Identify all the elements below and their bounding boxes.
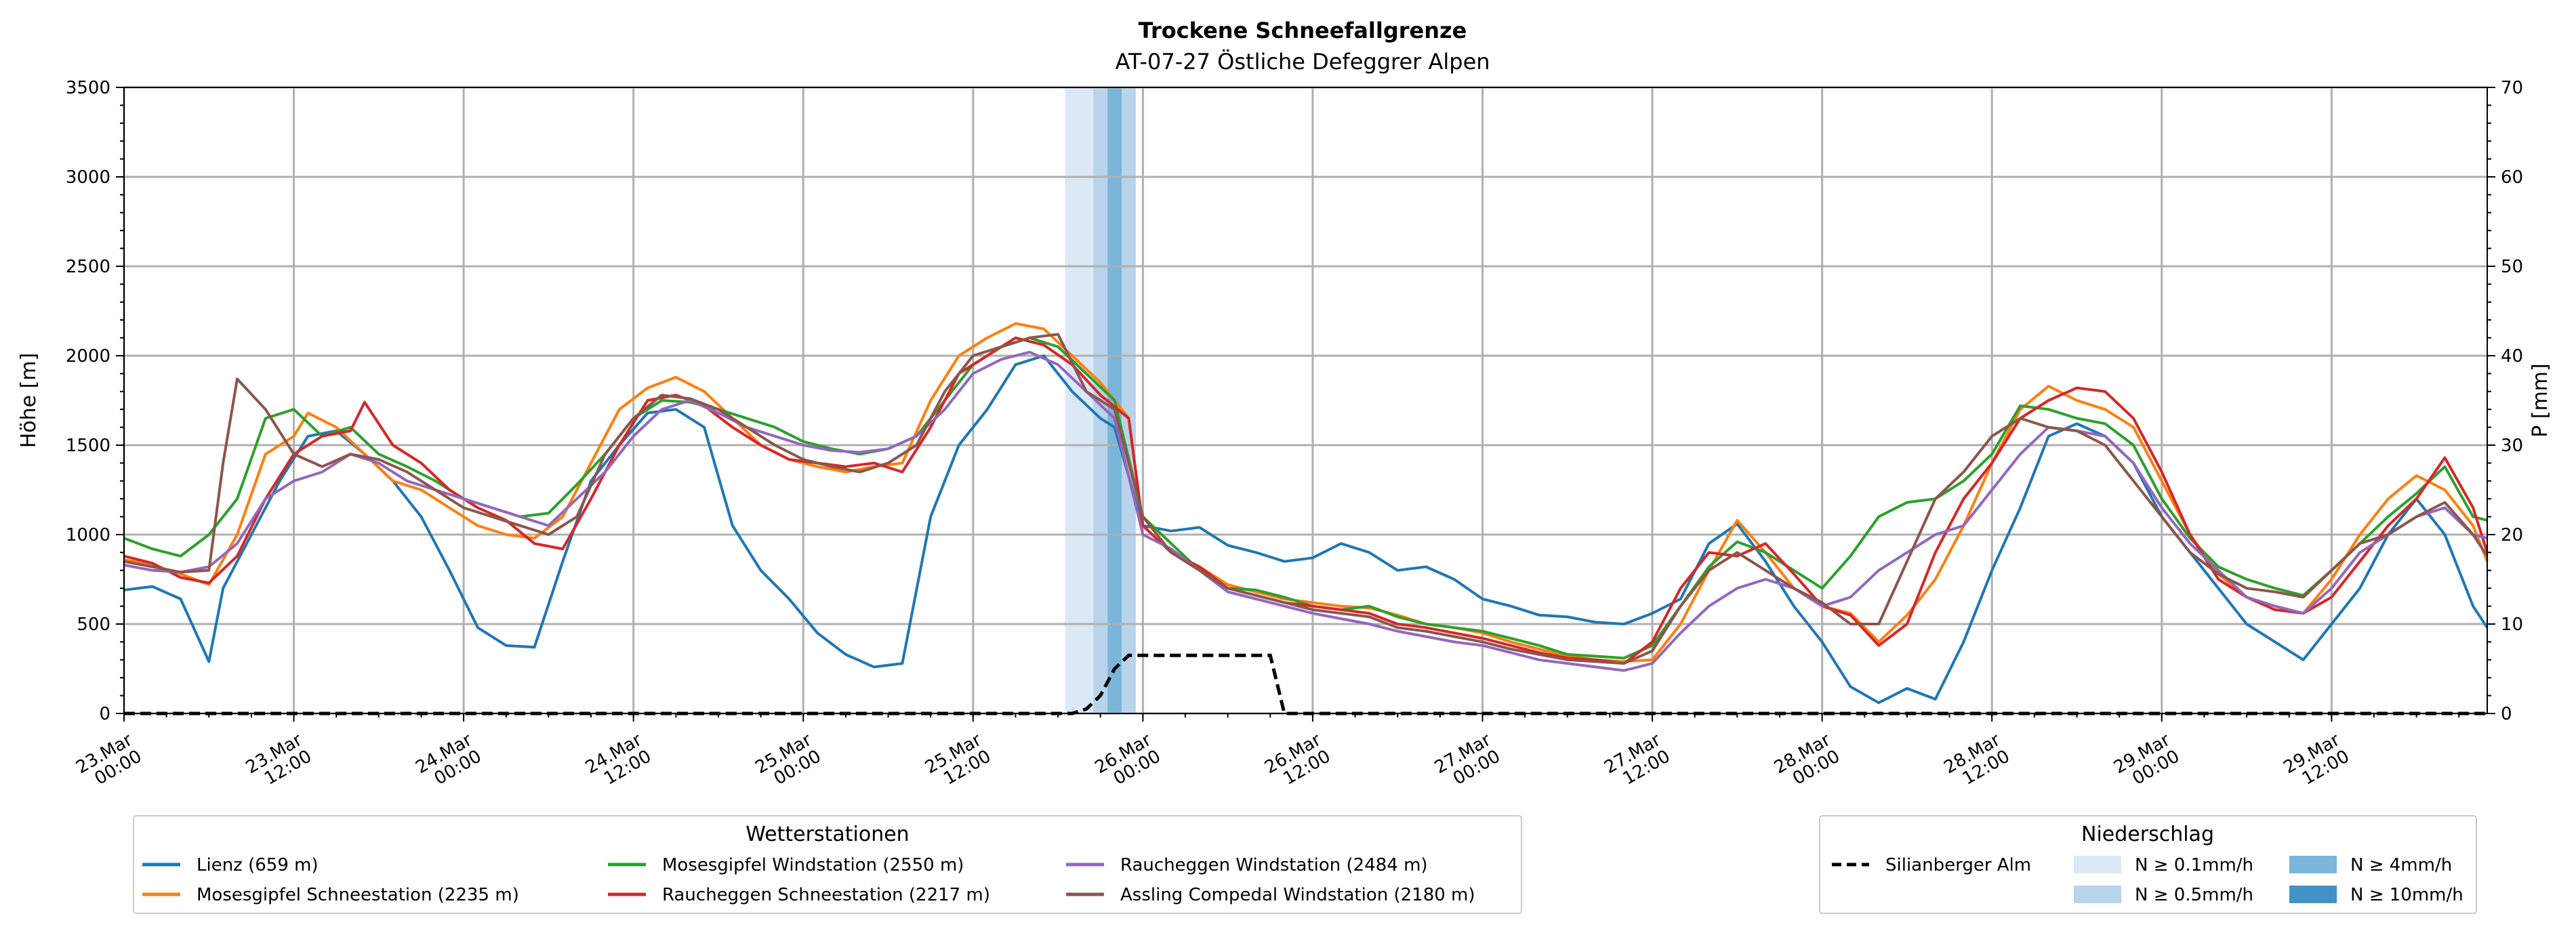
legend-precip-swatch-2 — [2289, 856, 2337, 873]
y-tick-label-2: 1000 — [66, 525, 110, 545]
x-tick-label-4: 25.Mar00:00 — [752, 730, 825, 795]
legend-precip-swatch-0 — [2074, 856, 2121, 873]
y-tick-label-5: 2500 — [66, 257, 110, 277]
y-tick-label-0: 0 — [99, 704, 110, 724]
legend-precip-label-2: N ≥ 4mm/h — [2350, 855, 2452, 875]
legend-precip-line-label: Silianberger Alm — [1885, 855, 2031, 875]
series-line-0 — [123, 354, 2489, 705]
series-lines — [123, 322, 2489, 705]
y-tick-label-4: 2000 — [66, 346, 110, 367]
precipitation-line-layer — [124, 653, 2487, 716]
legend-stations-items: Lienz (659 m) Mosesgipfel Schneestation (… — [142, 855, 1475, 905]
x-tick-label-9: 27.Mar12:00 — [1601, 730, 1674, 795]
legend-station-label-0: Lienz (659 m) — [197, 855, 319, 875]
legend-station-label-3: Raucheggen Schneestation (2217 m) — [662, 885, 990, 905]
x-tick-label-13: 29.Mar12:00 — [2281, 730, 2354, 795]
x-axis: 23.Mar00:00 23.Mar12:00 24.Mar00:00 24.Mar1… — [73, 713, 2460, 795]
legend-stations: Wetterstationen Lienz (659 m) Mosesgipfel… — [133, 815, 1522, 914]
precip-band-3 — [1122, 87, 1136, 713]
y-axis-right: 0 10 20 30 40 50 60 70 — [2487, 78, 2523, 724]
x-tick-label-3: 24.Mar12:00 — [582, 730, 655, 795]
precipitation-line — [124, 653, 2487, 716]
series-line-4 — [123, 350, 2488, 672]
y-tick-label-6: 3000 — [66, 167, 110, 188]
y-tick-label-3: 1500 — [66, 436, 110, 456]
legend-precip-swatch-1 — [2074, 886, 2121, 903]
plot-frame — [123, 87, 2488, 714]
x-tick-label-8: 27.Mar00:00 — [1431, 730, 1505, 795]
legend-precipitation: Niederschlag Silianberger Alm N ≥ 0.1mm/… — [1819, 815, 2477, 914]
y-right-tick-label-1: 10 — [2501, 615, 2523, 635]
chart-subtitle: AT-07-27 Östliche Defeggrer Alpen — [1115, 49, 1490, 75]
y-right-tick-label-5: 50 — [2501, 257, 2523, 277]
y-right-tick-label-6: 60 — [2501, 167, 2523, 188]
x-tick-label-10: 28.Mar00:00 — [1771, 730, 1844, 795]
legend-station-label-5: Assling Compedal Windstation (2180 m) — [1120, 885, 1475, 905]
y-right-tick-label-7: 70 — [2501, 78, 2523, 98]
precip-band-0 — [1065, 87, 1094, 713]
x-tick-label-11: 28.Mar12:00 — [1940, 730, 2013, 795]
legend-station-label-2: Mosesgipfel Windstation (2550 m) — [662, 855, 964, 875]
series-line-5 — [123, 333, 2489, 665]
chart-title: Trockene Schneefallgrenze — [1139, 18, 1467, 43]
legend-precip-label-3: N ≥ 10mm/h — [2350, 885, 2463, 905]
legend-stations-title: Wetterstationen — [745, 823, 909, 846]
grid-lines — [123, 86, 2487, 715]
x-tick-label-2: 24.Mar00:00 — [412, 730, 485, 795]
x-tick-label-6: 26.Mar00:00 — [1092, 730, 1165, 795]
x-tick-label-1: 23.Mar12:00 — [243, 730, 316, 795]
legend-precip-swatch-3 — [2289, 886, 2337, 903]
legend-station-label-4: Raucheggen Windstation (2484 m) — [1120, 855, 1428, 875]
legend-stations-box — [133, 815, 1522, 914]
y-right-tick-label-3: 30 — [2501, 436, 2523, 456]
legend-precip-items: N ≥ 0.1mm/h N ≥ 0.5mm/h N ≥ 4mm/h N ≥ 10mm/… — [2074, 855, 2463, 905]
y-right-tick-label-0: 0 — [2501, 704, 2512, 724]
y-right-tick-label-2: 20 — [2501, 525, 2523, 545]
y-axis-left: 0 500 1000 1500 2000 2500 3000 3500 — [66, 78, 124, 724]
y-tick-label-7: 3500 — [66, 78, 110, 98]
x-tick-label-0: 23.Mar00:00 — [73, 730, 146, 795]
legend-precip-title: Niederschlag — [2081, 823, 2214, 846]
y-right-tick-label-4: 40 — [2501, 346, 2523, 367]
y-axis-title: Höhe [m] — [17, 353, 41, 449]
x-tick-label-7: 26.Mar12:00 — [1261, 730, 1334, 795]
legend-precip-label-1: N ≥ 0.5mm/h — [2135, 885, 2253, 905]
x-tick-label-5: 25.Mar12:00 — [922, 730, 995, 795]
y-axis-title-right: P [mm] — [2529, 363, 2552, 437]
series-line-3 — [123, 336, 2489, 665]
series-line-2 — [123, 336, 2488, 660]
legend-station-label-1: Mosesgipfel Schneestation (2235 m) — [197, 885, 519, 905]
x-tick-label-12: 29.Mar00:00 — [2110, 730, 2184, 795]
y-tick-label-1: 500 — [77, 615, 110, 635]
legend-precip-label-0: N ≥ 0.1mm/h — [2135, 855, 2253, 875]
